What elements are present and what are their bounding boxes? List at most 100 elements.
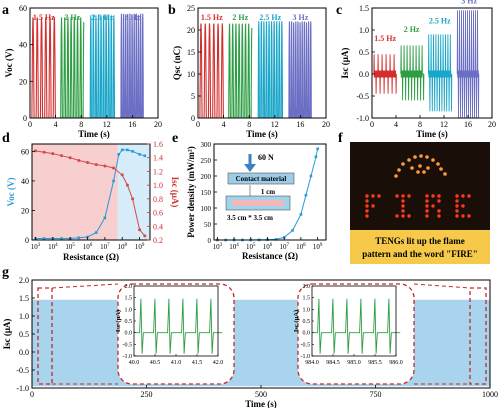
d-point-Voc <box>94 231 98 234</box>
c-ytick-label: -0.5 <box>356 92 369 101</box>
f-word-led <box>455 204 459 208</box>
g-inset-callout <box>297 283 415 385</box>
d-point-Isc <box>33 149 37 153</box>
d-xtick-exp: 9 <box>142 243 145 248</box>
d-point-Isc <box>60 154 63 158</box>
e-xtick-label: 107 <box>279 243 289 251</box>
d-point-Voc <box>60 237 63 240</box>
d-xtick-exp: 3 <box>38 243 41 248</box>
d-point-Voc <box>112 179 115 183</box>
a-xtick-label: 16 <box>128 120 136 129</box>
b-ytick-label: 20 <box>187 26 195 35</box>
b-xlabel: Time (s) <box>246 129 278 139</box>
f-word-led <box>365 209 369 213</box>
f-word-led <box>425 199 429 203</box>
d-ytick-label: 0 <box>25 236 29 245</box>
g-inset-callout <box>117 283 235 385</box>
d-xtick-label: 109 <box>135 243 145 251</box>
e-point <box>314 155 318 159</box>
g-inset-ytick-label: 2.0 <box>303 284 311 290</box>
f-word-led <box>467 214 471 218</box>
d-point-Voc <box>138 153 141 156</box>
g-inset-xtick-label: 984.0 <box>305 360 319 366</box>
c-baseline-band <box>457 70 479 78</box>
d-ylabel-right: Isc (μA) <box>170 177 180 208</box>
g-ytick-label: 2.0 <box>19 276 29 285</box>
d-xtick-exp: 4 <box>55 243 58 248</box>
g-xlabel: Time (s) <box>245 399 277 408</box>
g-ytick-label: 0.0 <box>19 348 29 357</box>
panel-c: 1.5 Hz 2 Hz 2.5 Hz 3 Hz 0 4 8 12 16 20 -1.0 -0.5 0.0… <box>340 0 496 139</box>
f-word-led <box>377 194 381 198</box>
f-word-led <box>401 209 405 213</box>
e-xtick-label: 105 <box>246 243 256 251</box>
b-ytick-label: 10 <box>187 70 195 79</box>
c-ytick-label: 1.0 <box>359 26 369 35</box>
e-ytick-label: 200 <box>201 173 212 181</box>
g-inset-ytick-label: 0.5 <box>303 319 311 325</box>
f-flame-led <box>397 168 401 172</box>
g-ytick-label: 0.5 <box>19 330 29 339</box>
f-word-led <box>365 194 369 198</box>
a-legend-label: 2 Hz <box>64 13 80 22</box>
f-word-led <box>401 199 405 203</box>
d-ytick-right-label: 1.4 <box>153 154 163 163</box>
f-word-led <box>437 194 441 198</box>
e-xtick-exp: 6 <box>270 243 273 248</box>
a-legend-label: 2.5 Hz <box>91 13 113 22</box>
d-point-Isc <box>120 173 124 177</box>
g-inset-ytick-label: -1.0 <box>123 354 133 360</box>
panel-letter-c: c <box>336 3 342 18</box>
b-legend-label: 1.5 Hz <box>201 13 223 22</box>
a-ytick-label: 40 <box>19 41 27 50</box>
e-contact-box <box>227 172 295 185</box>
e-ytick-label: 100 <box>201 205 212 213</box>
d-point-Voc <box>42 237 46 240</box>
f-word-led <box>437 199 441 203</box>
c-ytick-label: 0.0 <box>359 70 369 79</box>
f-word-led <box>455 214 459 218</box>
c-xtick-label: 12 <box>440 120 448 129</box>
f-word-led <box>455 199 459 203</box>
c-xtick-label: 4 <box>394 120 398 129</box>
g-zoom-marker <box>37 287 53 385</box>
f-word-led <box>371 204 375 208</box>
b-legend-label: 2 Hz <box>232 13 248 22</box>
f-word-led <box>461 194 465 198</box>
g-ytick-label: 1.5 <box>19 294 29 303</box>
f-flame-led <box>401 162 405 166</box>
f-word-led <box>371 194 375 198</box>
e-point <box>316 147 319 151</box>
g-inset-ytick-label: 1.0 <box>125 307 133 313</box>
b-xtick-label: 8 <box>247 120 251 129</box>
a-xlabel: Time (s) <box>78 129 110 139</box>
d-ytick-label: 20 <box>21 206 29 215</box>
g-ylabel: Isc (μA) <box>2 319 12 350</box>
b-xtick-label: 0 <box>196 120 200 129</box>
d-point-Isc <box>68 156 72 160</box>
g-inset-ytick-label: 1.5 <box>303 296 311 302</box>
g-inset-xtick-label: 985.5 <box>368 360 382 366</box>
f-word-led <box>425 204 429 208</box>
d-point-Isc <box>51 152 55 156</box>
d-ytick-right-label: 1.6 <box>153 140 163 149</box>
g-inset-ytick-label: 1.5 <box>125 296 133 302</box>
f-word-led <box>467 194 471 198</box>
b-ylabel: Qsc (nC) <box>172 46 182 80</box>
b-frame <box>197 7 327 119</box>
g-ytick-label: 1.0 <box>19 312 29 321</box>
f-flame-led <box>439 167 443 171</box>
f-word-led <box>401 214 405 218</box>
d-point-Voc <box>131 150 134 153</box>
g-inset-ytick-label: -0.5 <box>123 342 133 348</box>
d-point-Voc <box>103 216 107 220</box>
c-frame <box>371 7 493 119</box>
e-ytick-label: 50 <box>204 221 212 229</box>
a-series-25Hz <box>89 15 116 119</box>
e-xtick-exp: 7 <box>286 243 289 248</box>
b-ytick-label: 15 <box>187 48 195 57</box>
g-inset-xtick-label: 40.5 <box>150 360 161 366</box>
f-word-led <box>407 194 411 198</box>
a-legend-label: 3 Hz <box>125 13 141 22</box>
